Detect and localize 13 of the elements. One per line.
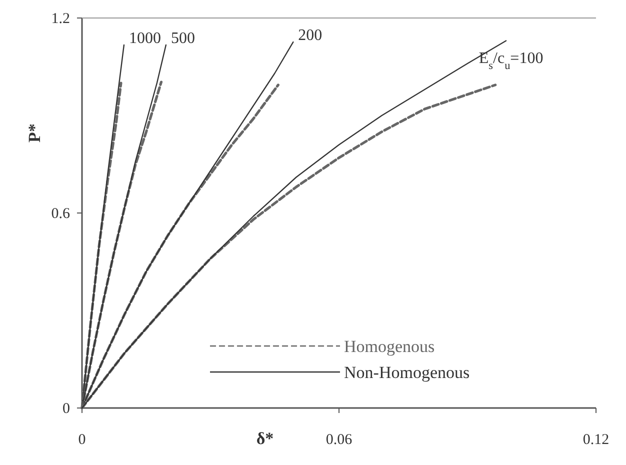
text: Non-Homogenous bbox=[344, 363, 470, 382]
y-tick-label: 1.2 bbox=[51, 11, 70, 27]
y-axis-title: P* bbox=[25, 124, 44, 142]
x-axis-title: δ* bbox=[256, 429, 274, 448]
annotation: 500 bbox=[170, 30, 195, 47]
annotation: 1000 bbox=[128, 30, 161, 47]
y-tick-label: 0.6 bbox=[51, 206, 70, 222]
y-tick-label: 0 bbox=[62, 401, 70, 417]
x-tick-label: 0.06 bbox=[326, 432, 353, 448]
text: Homogenous bbox=[344, 337, 435, 356]
x-tick-label: 0.12 bbox=[582, 432, 610, 448]
annotation: 200 bbox=[298, 27, 322, 44]
x-tick-label: 0 bbox=[78, 432, 86, 448]
